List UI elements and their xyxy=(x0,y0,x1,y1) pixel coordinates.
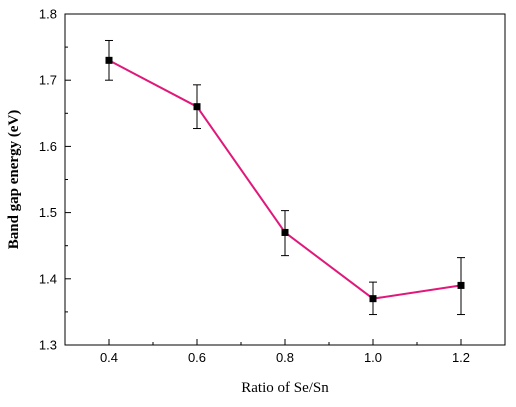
y-axis: 1.3 1.4 1.5 1.6 1.7 1.8 xyxy=(39,7,71,353)
x-axis-label: Ratio of Se/Sn xyxy=(241,380,329,396)
x-tick-label-3: 1.0 xyxy=(364,350,382,365)
y-tick-label-3: 1.6 xyxy=(39,139,57,154)
y-tick-label-1: 1.4 xyxy=(39,271,57,286)
plot-area xyxy=(64,13,506,346)
x-axis: 0.4 0.6 0.8 1.0 1.2 xyxy=(64,339,506,365)
data-point-3 xyxy=(369,295,377,303)
y-axis-label: Band gap energy (eV) xyxy=(6,110,22,250)
y-tick-label-4: 1.7 xyxy=(39,73,57,88)
y-tick-label-2: 1.5 xyxy=(39,205,57,220)
y-tick-label-5: 1.8 xyxy=(39,7,57,22)
data-point-0 xyxy=(105,56,113,64)
data-point-4 xyxy=(457,281,465,289)
series-group xyxy=(105,39,465,316)
data-point-1 xyxy=(193,103,201,111)
series-line-0 xyxy=(108,59,462,300)
x-tick-label-2: 0.8 xyxy=(276,350,294,365)
x-tick-label-0: 0.4 xyxy=(100,350,118,365)
x-tick-label-4: 1.2 xyxy=(452,350,470,365)
y-tick-label-0: 1.3 xyxy=(39,338,57,353)
data-point-2 xyxy=(281,228,289,236)
x-tick-label-1: 0.6 xyxy=(188,350,206,365)
